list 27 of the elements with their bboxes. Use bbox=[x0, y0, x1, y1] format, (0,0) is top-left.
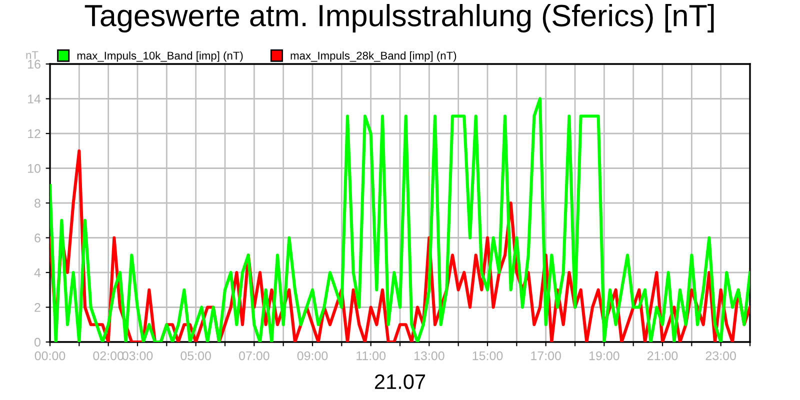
y-tick-label: 10 bbox=[28, 164, 40, 173]
legend-label: max_Impuls_10k_Band [imp] (nT) bbox=[77, 51, 243, 62]
y-tick-label: 8 bbox=[34, 198, 40, 208]
y-axis-title: nT bbox=[26, 51, 38, 59]
y-tick-label: 6 bbox=[34, 234, 40, 242]
x-tick-label: 13:00 bbox=[414, 351, 444, 360]
y-tick-label: 4 bbox=[34, 268, 41, 278]
chart-title: Tageswerte atm. Impulsstrahlung (Sferics) [nT] bbox=[84, 4, 714, 32]
x-tick-label: 11:00 bbox=[356, 351, 386, 360]
x-tick-label: 17:00 bbox=[531, 351, 561, 360]
x-tick-label: 07:00 bbox=[239, 351, 270, 360]
x-tick-label: 00:00 bbox=[34, 351, 66, 360]
x-tick-label: 15:00 bbox=[472, 351, 503, 360]
y-tick-label: 0 bbox=[34, 338, 40, 347]
x-tick-label: 21:00 bbox=[647, 351, 678, 360]
y-tick-label: 2 bbox=[34, 303, 40, 312]
y-tick-label: 12 bbox=[28, 129, 40, 138]
legend-label: max_Impuls_28k_Band [imp] (nT) bbox=[290, 51, 456, 62]
x-axis-title: 21.07 bbox=[374, 374, 426, 390]
y-tick-label: 14 bbox=[28, 94, 41, 104]
x-tick-label: 19:00 bbox=[589, 351, 620, 360]
x-tick-label: 23:00 bbox=[706, 351, 736, 360]
x-tick-label: 05:00 bbox=[180, 351, 211, 360]
y-tick-label: 16 bbox=[28, 60, 40, 69]
x-tick-label: 03:00 bbox=[122, 351, 153, 360]
x-tick-label: 02:00 bbox=[93, 351, 124, 360]
x-tick-label: 09:00 bbox=[297, 351, 328, 360]
